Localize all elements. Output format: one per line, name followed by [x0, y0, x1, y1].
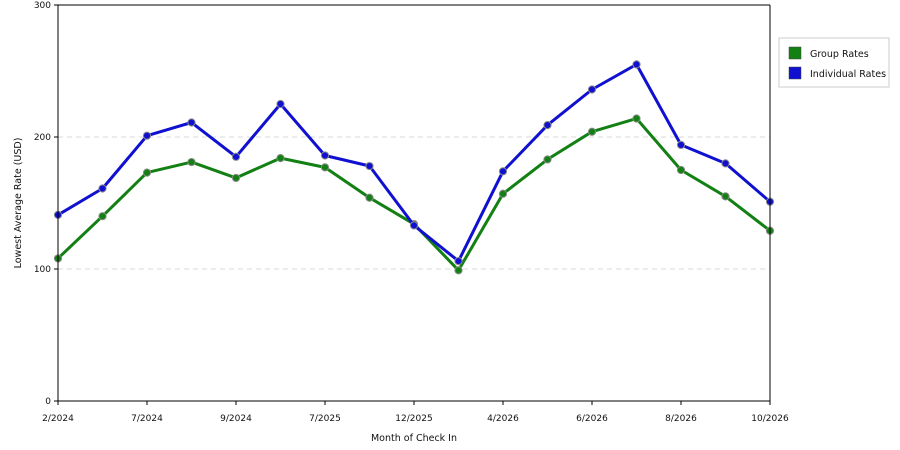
data-point-individual-rates	[231, 152, 241, 161]
x-tick-label: 9/2024	[220, 414, 252, 424]
data-point-individual-rates	[632, 60, 641, 69]
y-tick-label: 300	[34, 1, 51, 11]
data-point-individual-rates	[320, 151, 330, 160]
data-point-group-rates	[98, 212, 107, 221]
plot-area	[58, 5, 770, 401]
data-point-individual-rates	[587, 85, 597, 94]
data-point-group-rates	[454, 266, 463, 275]
data-point-group-rates	[721, 192, 730, 201]
legend-label-group-rates: Group Rates	[810, 49, 869, 60]
x-tick-label: 4/2026	[487, 414, 519, 424]
data-point-group-rates	[231, 173, 241, 183]
x-axis-title: Month of Check In	[371, 433, 457, 444]
y-tick-label: 200	[34, 133, 51, 143]
legend-swatch-individual-rates	[788, 66, 802, 80]
data-point-group-rates	[498, 189, 508, 198]
x-tick-label: 8/2026	[665, 414, 697, 424]
x-tick-label: 7/2024	[131, 414, 163, 424]
series-layer	[53, 60, 775, 275]
data-point-individual-rates	[498, 167, 508, 176]
x-axis-ticks: 2/2024 7/2024 9/2024 7/2025 12/2025 4/2026 6/2…	[42, 401, 789, 424]
data-point-individual-rates	[98, 184, 107, 193]
data-point-individual-rates	[543, 121, 552, 130]
data-point-group-rates	[543, 155, 552, 164]
data-point-individual-rates	[142, 131, 152, 140]
data-point-group-rates	[676, 165, 686, 175]
x-tick-label: 12/2025	[395, 414, 432, 424]
legend: Group Rates Individual Rates	[778, 37, 890, 88]
x-tick-label: 2/2024	[42, 414, 74, 424]
data-point-group-rates	[320, 163, 330, 172]
data-point-group-rates	[587, 127, 597, 136]
data-point-individual-rates	[454, 256, 463, 266]
data-point-group-rates	[632, 114, 641, 123]
data-point-group-rates	[276, 154, 285, 163]
data-point-individual-rates	[187, 118, 196, 127]
data-point-individual-rates	[276, 99, 285, 109]
data-point-group-rates	[142, 168, 152, 177]
x-tick-label: 6/2026	[576, 414, 608, 424]
data-point-individual-rates	[365, 161, 374, 171]
data-point-group-rates	[365, 193, 374, 202]
grid-lines	[58, 136, 770, 270]
y-axis-title: Lowest Average Rate (USD)	[13, 138, 24, 269]
y-tick-label: 0	[45, 397, 51, 407]
x-tick-label: 10/2026	[751, 414, 789, 424]
data-point-individual-rates	[676, 140, 686, 150]
data-point-individual-rates	[721, 159, 730, 168]
data-point-group-rates	[187, 157, 196, 167]
x-tick-label: 7/2025	[309, 414, 341, 424]
y-tick-label: 100	[34, 265, 51, 275]
y-axis-ticks: 0 100 200 300	[34, 1, 58, 407]
legend-label-individual-rates: Individual Rates	[810, 69, 886, 80]
legend-swatch-group-rates	[788, 46, 802, 60]
data-point-individual-rates	[409, 221, 419, 230]
